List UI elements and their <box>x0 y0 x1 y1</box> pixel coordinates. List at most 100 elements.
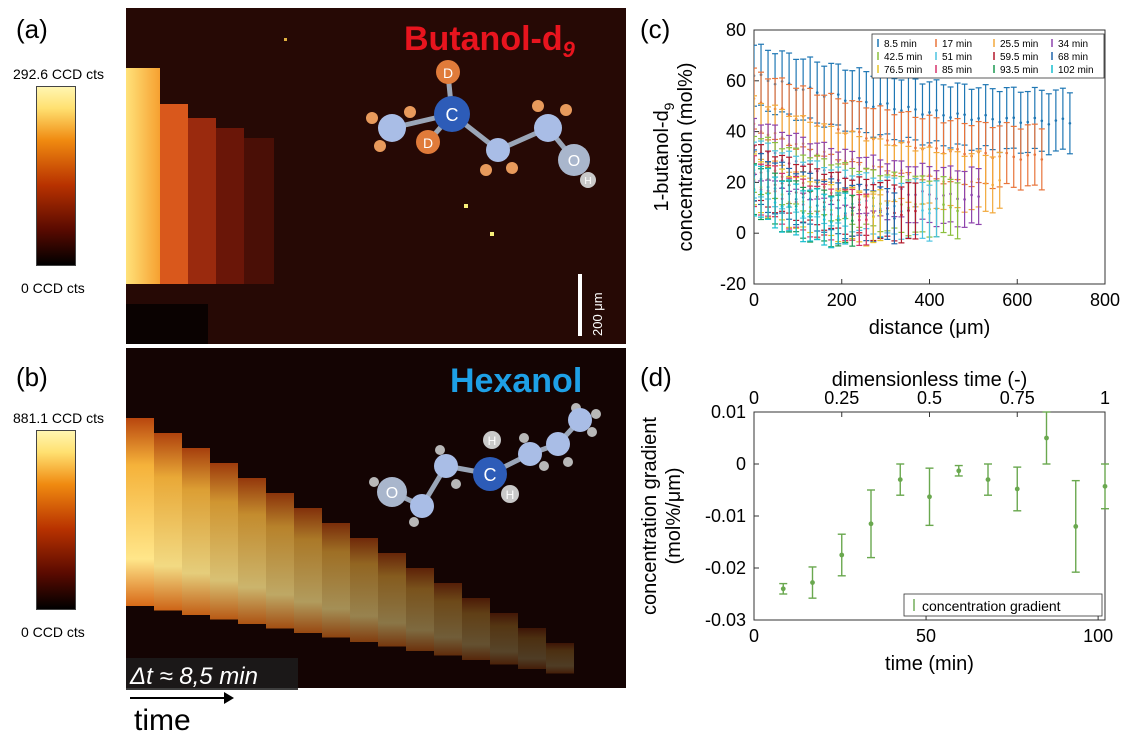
heatmap-step <box>490 613 518 665</box>
data-point <box>956 112 959 115</box>
data-point <box>1033 116 1037 120</box>
gradient-point <box>808 566 817 599</box>
legend-entry: 25.5 min <box>1000 39 1038 50</box>
data-point <box>942 203 945 206</box>
data-point <box>858 218 861 222</box>
legend-entry: 76.5 min <box>884 65 922 76</box>
heatmap-step <box>434 583 462 656</box>
data-point <box>921 113 924 116</box>
legend-entry: 8.5 min <box>884 39 917 50</box>
data-point <box>1014 486 1020 492</box>
data-point <box>879 135 882 138</box>
cbar-a-min-label: 0 CCD cts <box>21 280 85 296</box>
heatmap-column <box>244 138 274 284</box>
y-tick-label: 0 <box>736 454 746 474</box>
data-point <box>1026 154 1030 157</box>
y-tick-label: 0 <box>736 223 746 243</box>
data-point <box>935 109 938 112</box>
data-point <box>808 214 812 217</box>
data-point <box>773 201 777 204</box>
gradient-point <box>954 464 963 477</box>
heatmap-step <box>182 448 210 615</box>
heatmap-step <box>210 463 238 620</box>
legend-c <box>871 33 1105 79</box>
data-point <box>927 494 932 500</box>
data-point <box>829 220 833 224</box>
legend-entry: concentration gradient <box>922 598 1061 614</box>
data-point <box>984 113 987 117</box>
y-axis-label-2: concentration (mol%) <box>675 63 697 252</box>
data-point <box>907 140 910 144</box>
data-point <box>914 209 917 213</box>
data-point <box>900 109 903 112</box>
data-point <box>836 127 840 131</box>
y-tick-label: 80 <box>726 20 746 40</box>
data-point <box>963 113 966 116</box>
data-point <box>970 118 973 122</box>
gradient-point <box>779 582 788 595</box>
data-point <box>984 151 987 155</box>
data-point <box>897 477 903 482</box>
data-point <box>839 552 845 558</box>
data-point <box>963 198 966 201</box>
x-tick-label: 0 <box>749 626 759 646</box>
data-point <box>949 206 952 209</box>
heatmap-butanol <box>126 8 626 344</box>
data-point <box>1044 435 1049 441</box>
data-point <box>928 211 931 215</box>
data-point <box>907 105 910 109</box>
cbar-b-max-label: 881.1 CCD cts <box>13 410 105 426</box>
data-point <box>829 122 833 126</box>
data-point <box>822 218 826 221</box>
heatmap-step <box>126 418 154 606</box>
data-point <box>893 217 896 220</box>
x-tick-label: 0 <box>749 290 759 310</box>
data-point <box>942 114 945 117</box>
hot-pixel <box>490 232 494 236</box>
data-point <box>865 218 868 221</box>
heatmap-step <box>294 508 322 633</box>
hot-pixel <box>464 204 468 208</box>
gradient-point <box>1071 479 1080 573</box>
data-point <box>1047 122 1051 126</box>
heatmap-step <box>378 553 406 647</box>
heatmap-step <box>406 568 434 651</box>
data-point <box>836 93 840 96</box>
data-point <box>801 214 805 218</box>
panel-d-label: (d) <box>640 362 672 392</box>
data-point <box>1026 120 1030 124</box>
legend-entry: 93.5 min <box>1000 65 1038 76</box>
data-point <box>1012 116 1016 119</box>
data-point <box>1019 121 1023 125</box>
data-point <box>787 204 791 207</box>
heatmap-step <box>154 433 182 611</box>
heatmap-step <box>518 628 546 669</box>
cbar-a-max-label: 292.6 CCD cts <box>13 66 105 82</box>
data-point <box>787 113 791 117</box>
data-point <box>1102 483 1108 489</box>
x-top-tick-label: 0.25 <box>824 388 859 408</box>
data-point <box>956 468 962 474</box>
data-point <box>886 102 889 105</box>
y-tick-label: 40 <box>726 122 746 142</box>
heatmap-step <box>322 523 350 638</box>
data-point <box>780 205 784 209</box>
legend-entry: 85 min <box>942 65 972 76</box>
data-point <box>810 580 815 585</box>
series-group <box>754 43 1073 249</box>
data-point <box>1005 116 1009 120</box>
y-tick-label: 20 <box>726 172 746 192</box>
data-point <box>1054 119 1058 122</box>
legend-entry: 34 min <box>1058 39 1088 50</box>
x-top-tick-label: 0 <box>749 388 759 408</box>
x-tick-label: 400 <box>914 290 944 310</box>
x-top-tick-label: 1 <box>1100 388 1110 408</box>
gradient-point <box>1013 466 1022 512</box>
x-tick-label: 600 <box>1002 290 1032 310</box>
heatmap-hexanol <box>126 348 626 688</box>
data-point <box>886 212 889 216</box>
gradient-point <box>925 467 934 527</box>
data-point <box>977 117 980 120</box>
legend-entry: 51 min <box>942 52 972 63</box>
